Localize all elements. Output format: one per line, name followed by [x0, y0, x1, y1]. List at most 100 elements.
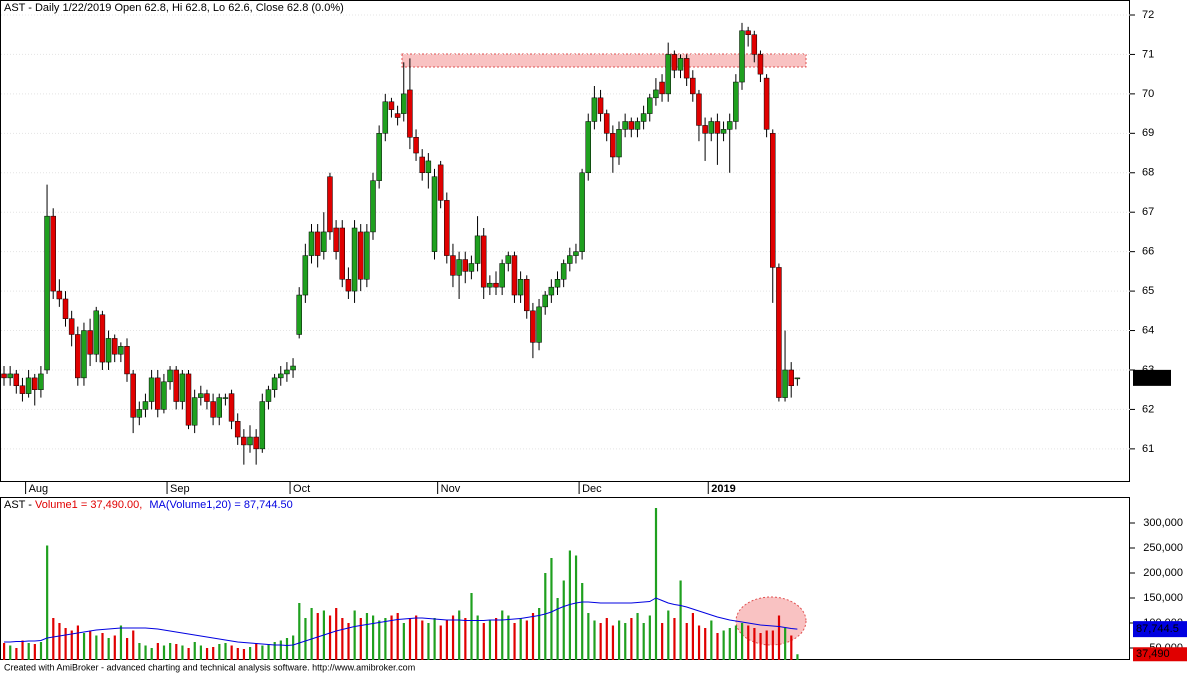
candle-body — [548, 286, 555, 296]
volume-bar — [255, 643, 258, 660]
candle-body — [450, 255, 456, 276]
candle-body — [345, 279, 352, 292]
resistance-zone — [401, 53, 807, 68]
candle-body — [567, 255, 573, 264]
volume-bar — [618, 620, 621, 660]
volume-bar — [451, 615, 455, 660]
candle-body — [425, 160, 432, 174]
candle-body — [634, 121, 641, 130]
candle-body — [782, 369, 788, 398]
candle-body — [788, 369, 794, 387]
candle-body — [671, 54, 678, 71]
candle-body — [179, 373, 186, 402]
volume-bar — [550, 558, 553, 660]
volume-bar — [648, 615, 651, 660]
candle-body — [542, 294, 548, 308]
candle-body — [757, 54, 764, 75]
volume-bar — [175, 644, 178, 660]
x-tick-label: Nov — [441, 483, 461, 495]
candle-body — [198, 393, 204, 398]
volume-bar — [33, 644, 36, 660]
candle-body — [733, 81, 739, 122]
volume-bar — [359, 618, 362, 660]
candle-body — [394, 113, 401, 118]
volume-bar — [587, 613, 590, 660]
candle-body — [585, 121, 591, 174]
candle-body — [314, 231, 321, 256]
candle-body — [228, 393, 235, 422]
volume-bar — [162, 645, 166, 660]
candle-body — [308, 231, 315, 256]
volume-last-label: 37,490 — [1136, 648, 1170, 660]
volume-bar — [285, 638, 289, 660]
candle-body — [647, 97, 653, 114]
ma-last-box — [1133, 621, 1187, 638]
volume-bar — [150, 648, 153, 660]
volume-bar — [70, 630, 73, 660]
candle-body — [370, 180, 376, 233]
volume-bar — [538, 608, 541, 660]
volume-bar — [372, 615, 375, 660]
volume-bar — [396, 613, 399, 660]
volume-bar — [771, 630, 774, 660]
candle-body — [234, 421, 241, 438]
volume-bar — [796, 654, 799, 660]
candle-body — [333, 227, 339, 252]
candle-body — [167, 369, 173, 383]
y-tick-label: 70 — [1142, 88, 1154, 100]
candle-body — [62, 298, 69, 319]
candle-body — [431, 176, 438, 252]
volume-bar — [654, 508, 658, 660]
candle-body — [696, 93, 702, 126]
volume-bar — [722, 630, 725, 660]
candle-body — [161, 381, 167, 410]
volume-bar — [126, 638, 129, 660]
volume-bar — [193, 642, 196, 660]
candle-body — [105, 338, 112, 363]
volume-bar — [101, 633, 104, 660]
x-tick-label: Oct — [293, 483, 310, 495]
volume-bar — [765, 630, 768, 660]
candle-body — [339, 227, 345, 280]
candle-body — [770, 133, 776, 268]
volume-bar — [445, 620, 448, 660]
candle-body — [622, 121, 628, 130]
volume-bar — [642, 623, 645, 660]
volume-bar — [710, 620, 713, 660]
candle-body — [290, 365, 296, 371]
x-tick-label: Aug — [29, 483, 49, 495]
volume-header: AST - Volume1 = 37,490.00, MA(Volume1,20… — [4, 499, 293, 511]
volume-bar — [15, 648, 18, 660]
volume-bar — [636, 613, 639, 660]
candle-body — [118, 346, 124, 355]
candle-body — [499, 263, 505, 288]
candle-body — [241, 436, 247, 446]
volume-bar — [279, 640, 282, 660]
candle-body — [50, 215, 56, 292]
volume-bar — [212, 647, 215, 660]
candle-body — [376, 133, 382, 181]
ma-last-label: 87,744.5 — [1136, 623, 1179, 635]
candle-body — [56, 290, 63, 300]
candle-body — [579, 172, 585, 252]
candle-body — [474, 235, 481, 264]
volume-bar — [273, 642, 276, 660]
volume-bar — [181, 645, 184, 660]
chart-title: AST - Daily 1/22/2019 Open 62.8, Hi 62.8… — [4, 2, 344, 14]
y-tick-label: 62 — [1142, 403, 1154, 415]
volume-bar — [599, 623, 602, 660]
candle-body — [388, 101, 395, 110]
volume-bar — [427, 623, 430, 660]
candle-body — [763, 77, 770, 130]
candle-body — [296, 294, 302, 335]
legend-volume: Volume1 = 37,490.00, — [35, 499, 145, 511]
candle-body — [573, 251, 579, 256]
volume-bar — [679, 580, 682, 660]
volume-bar — [593, 620, 596, 660]
volume-bar — [667, 610, 670, 660]
candle-body — [505, 255, 512, 264]
volume-bar — [734, 625, 738, 660]
volume-bar — [310, 608, 313, 660]
candle-body — [665, 54, 671, 95]
